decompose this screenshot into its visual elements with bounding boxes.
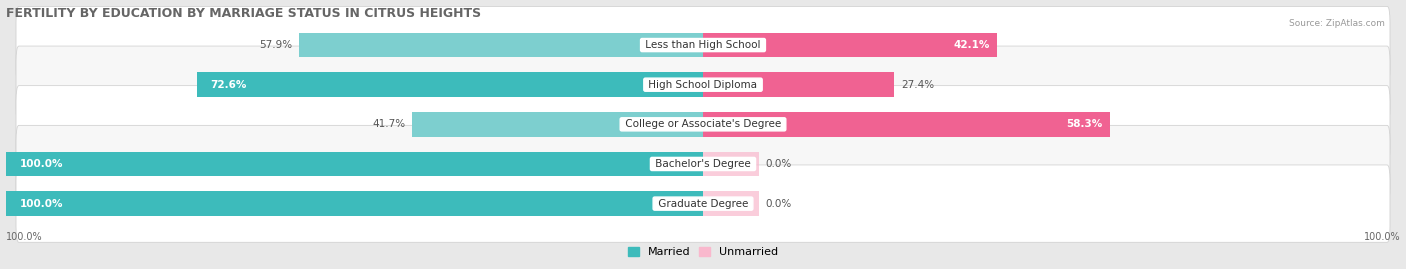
Text: 100.0%: 100.0% bbox=[20, 199, 63, 209]
Text: FERTILITY BY EDUCATION BY MARRIAGE STATUS IN CITRUS HEIGHTS: FERTILITY BY EDUCATION BY MARRIAGE STATU… bbox=[6, 7, 481, 20]
Bar bbox=[6, 152, 703, 176]
Bar bbox=[412, 112, 703, 137]
Text: 27.4%: 27.4% bbox=[901, 80, 934, 90]
Bar bbox=[703, 152, 759, 176]
Bar bbox=[197, 72, 703, 97]
Text: 41.7%: 41.7% bbox=[373, 119, 405, 129]
Text: Source: ZipAtlas.com: Source: ZipAtlas.com bbox=[1289, 19, 1385, 28]
Text: 100.0%: 100.0% bbox=[1364, 232, 1400, 242]
FancyBboxPatch shape bbox=[15, 125, 1391, 203]
Text: Bachelor's Degree: Bachelor's Degree bbox=[652, 159, 754, 169]
Text: 100.0%: 100.0% bbox=[6, 232, 42, 242]
Bar bbox=[703, 72, 894, 97]
Bar bbox=[299, 33, 703, 57]
Text: High School Diploma: High School Diploma bbox=[645, 80, 761, 90]
Text: 100.0%: 100.0% bbox=[20, 159, 63, 169]
Text: 0.0%: 0.0% bbox=[766, 159, 792, 169]
Text: Graduate Degree: Graduate Degree bbox=[655, 199, 751, 209]
Text: 58.3%: 58.3% bbox=[1066, 119, 1102, 129]
FancyBboxPatch shape bbox=[15, 46, 1391, 123]
Text: 72.6%: 72.6% bbox=[211, 80, 247, 90]
FancyBboxPatch shape bbox=[15, 165, 1391, 242]
Text: 57.9%: 57.9% bbox=[259, 40, 292, 50]
Text: 42.1%: 42.1% bbox=[953, 40, 990, 50]
Bar bbox=[703, 112, 1109, 137]
Legend: Married, Unmarried: Married, Unmarried bbox=[623, 242, 783, 261]
Text: 0.0%: 0.0% bbox=[766, 199, 792, 209]
Text: College or Associate's Degree: College or Associate's Degree bbox=[621, 119, 785, 129]
Bar bbox=[6, 191, 703, 216]
FancyBboxPatch shape bbox=[15, 86, 1391, 163]
FancyBboxPatch shape bbox=[15, 6, 1391, 84]
Bar bbox=[703, 191, 759, 216]
Text: Less than High School: Less than High School bbox=[643, 40, 763, 50]
Bar bbox=[703, 33, 997, 57]
